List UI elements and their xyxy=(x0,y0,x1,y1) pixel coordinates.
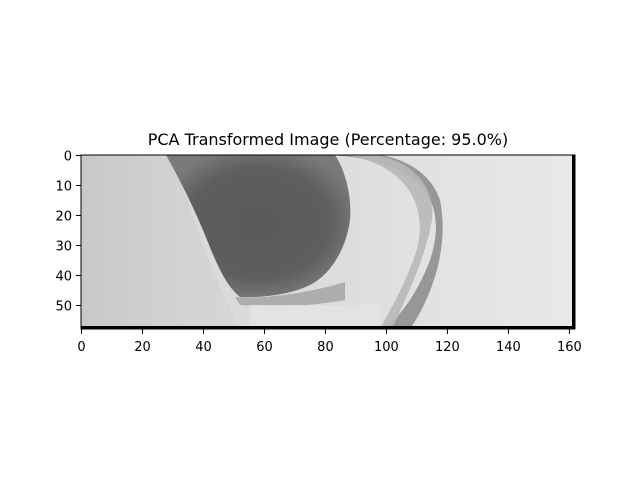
chart-title: PCA Transformed Image (Percentage: 95.0%… xyxy=(148,130,509,149)
x-tick-label: 140 xyxy=(496,340,521,355)
y-tick-label: 0 xyxy=(64,150,72,165)
y-tick-label: 20 xyxy=(55,210,72,225)
image-bottom-shadow xyxy=(235,282,345,307)
x-tick-label: 20 xyxy=(134,340,151,355)
image-crescent-inner xyxy=(345,155,433,329)
x-tick-label: 120 xyxy=(435,340,460,355)
y-tick-label: 30 xyxy=(55,240,72,255)
y-tick-label: 10 xyxy=(55,180,72,195)
x-tick-label: 40 xyxy=(195,340,212,355)
x-tick-label: 0 xyxy=(77,340,85,355)
x-tick-label: 80 xyxy=(317,340,334,355)
axes-frame xyxy=(80,154,576,330)
x-tick-label: 160 xyxy=(557,340,582,355)
heatmap-image xyxy=(81,155,575,329)
x-tick-label: 60 xyxy=(256,340,273,355)
y-tick-label: 40 xyxy=(55,270,72,285)
image-right-edge xyxy=(572,155,575,329)
image-dark-blob xyxy=(166,155,351,298)
y-axis-ticks: 0 10 20 30 40 50 xyxy=(55,150,81,315)
x-tick-label: 100 xyxy=(374,340,399,355)
y-tick-label: 50 xyxy=(55,300,72,315)
image-bottom-bright xyxy=(250,305,380,329)
x-axis-ticks: 0 20 40 60 80 100 120 140 160 xyxy=(77,329,582,355)
image-bottom-edge xyxy=(81,326,575,329)
